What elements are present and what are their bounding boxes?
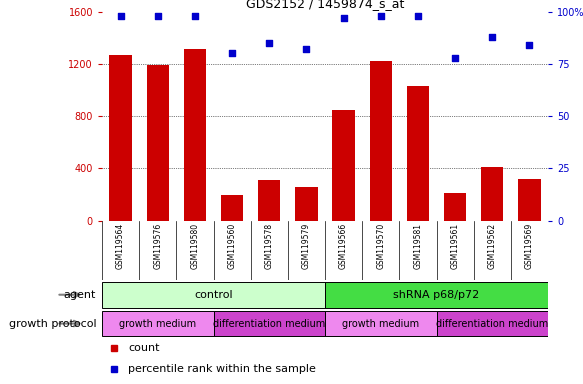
Text: control: control [194,290,233,300]
Bar [325,311,437,336]
Text: growth medium: growth medium [119,318,196,329]
Text: differentiation medium: differentiation medium [213,318,325,329]
Point [413,13,423,19]
Bar [110,55,132,221]
Text: GSM119578: GSM119578 [265,223,274,269]
Text: GSM119579: GSM119579 [302,223,311,269]
Text: percentile rank within the sample: percentile rank within the sample [128,364,316,374]
Text: GSM119576: GSM119576 [153,223,162,269]
Point [227,50,237,56]
Point [153,13,163,19]
Point [116,13,125,19]
Bar [184,50,206,221]
Bar [102,282,325,308]
Bar [407,86,429,221]
Bar [325,282,548,308]
Text: GSM119560: GSM119560 [227,223,237,269]
Bar [437,311,548,336]
Text: growth medium: growth medium [342,318,419,329]
Text: GSM119580: GSM119580 [191,223,199,269]
Text: agent: agent [64,290,96,300]
Point [339,15,348,21]
Text: GSM119562: GSM119562 [488,223,497,269]
Text: count: count [128,343,160,353]
Point [265,40,274,46]
Text: GSM119561: GSM119561 [451,223,459,269]
Bar [221,195,243,221]
Bar [370,61,392,221]
Text: differentiation medium: differentiation medium [436,318,549,329]
Point [525,42,534,48]
Bar [481,167,503,221]
Bar [146,65,169,221]
Text: GSM119581: GSM119581 [413,223,423,268]
Bar [213,311,325,336]
Point [376,13,385,19]
Point [487,33,497,40]
Text: GSM119570: GSM119570 [376,223,385,269]
Bar [444,193,466,221]
Bar [518,179,540,221]
Text: GSM119564: GSM119564 [116,223,125,269]
Bar [258,180,280,221]
Text: growth protocol: growth protocol [9,318,96,329]
Text: GSM119566: GSM119566 [339,223,348,269]
Point [302,46,311,52]
Text: shRNA p68/p72: shRNA p68/p72 [394,290,480,300]
Point [451,55,460,61]
Bar [295,187,318,221]
Title: GDS2152 / 1459874_s_at: GDS2152 / 1459874_s_at [246,0,404,10]
Point [190,13,199,19]
Bar [102,311,213,336]
Bar [332,109,354,221]
Text: GSM119569: GSM119569 [525,223,534,269]
